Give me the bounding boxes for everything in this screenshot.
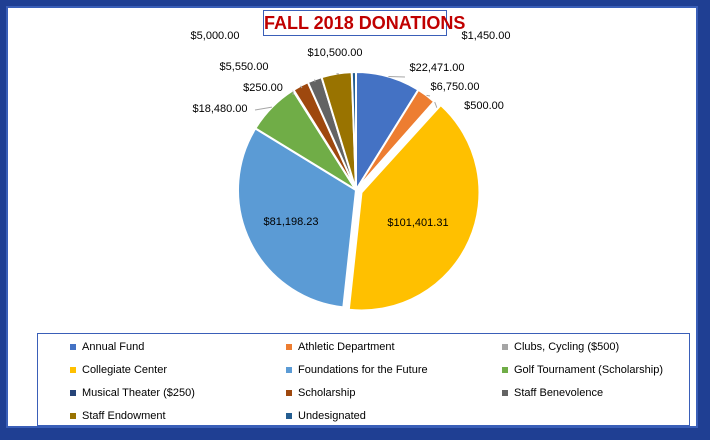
legend-swatch <box>502 367 508 373</box>
legend-swatch <box>70 390 76 396</box>
legend-item: Undesignated <box>286 409 366 423</box>
leader-line <box>300 85 303 89</box>
legend-item: Musical Theater ($250) <box>70 386 195 400</box>
data-label: $6,750.00 <box>431 81 480 93</box>
legend-label: Golf Tournament (Scholarship) <box>514 364 663 376</box>
data-label: $500.00 <box>464 100 504 112</box>
leader-line <box>254 106 273 111</box>
legend-swatch <box>70 367 76 373</box>
legend-label: Athletic Department <box>298 341 395 353</box>
legend-swatch <box>70 413 76 419</box>
legend-item: Clubs, Cycling ($500) <box>502 340 619 354</box>
data-label: $10,500.00 <box>307 47 362 59</box>
data-label: $5,550.00 <box>220 61 269 73</box>
legend-item: Staff Benevolence <box>502 386 603 400</box>
leader-line <box>426 94 431 97</box>
legend-item: Collegiate Center <box>70 363 167 377</box>
data-label: $250.00 <box>243 82 283 94</box>
data-label: $1,450.00 <box>462 30 511 42</box>
legend-label: Collegiate Center <box>82 364 167 376</box>
legend-swatch <box>502 344 508 350</box>
legend-label: Foundations for the Future <box>298 364 428 376</box>
legend-swatch <box>286 367 292 373</box>
pie-slice-collegiate-center <box>347 103 481 312</box>
legend-item: Scholarship <box>286 386 355 400</box>
legend-item: Staff Endowment <box>70 409 166 423</box>
data-label: $101,401.31 <box>387 217 448 229</box>
data-label: $22,471.00 <box>409 62 464 74</box>
legend-label: Staff Benevolence <box>514 387 604 399</box>
data-label: $18,480.00 <box>192 103 247 115</box>
legend-label: Staff Endowment <box>82 410 166 422</box>
legend-label: Scholarship <box>298 387 356 399</box>
chart-title: FALL 2018 DONATIONS <box>263 10 465 36</box>
legend: Annual Fund Athletic Department Clubs, Cyc… <box>37 333 690 426</box>
leader-line <box>434 101 438 109</box>
pie-slice-foundations-for-the-future <box>237 127 358 309</box>
legend-swatch <box>70 344 76 350</box>
data-label: $5,000.00 <box>191 30 240 42</box>
legend-swatch <box>502 390 508 396</box>
legend-swatch <box>286 344 292 350</box>
legend-item: Golf Tournament (Scholarship) <box>502 363 663 377</box>
data-label: $81,198.23 <box>263 216 318 228</box>
legend-item: Foundations for the Future <box>286 363 428 377</box>
legend-swatch <box>286 413 292 419</box>
legend-swatch <box>286 390 292 396</box>
legend-label: Musical Theater ($250) <box>82 387 195 399</box>
legend-label: Clubs, Cycling ($500) <box>514 341 620 353</box>
legend-item: Annual Fund <box>70 340 144 354</box>
legend-item: Athletic Department <box>286 340 395 354</box>
legend-label: Undesignated <box>298 410 366 422</box>
legend-label: Annual Fund <box>82 341 145 353</box>
